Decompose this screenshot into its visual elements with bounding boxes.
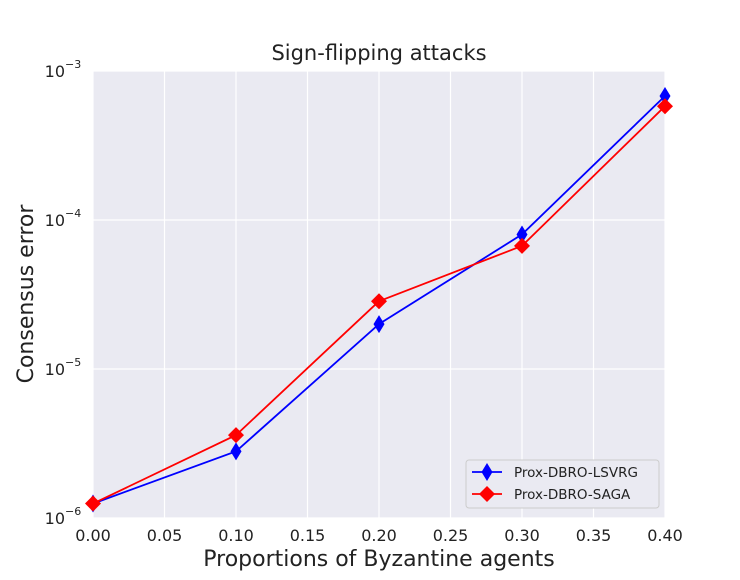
x-tick-label: 0.30 bbox=[504, 526, 540, 545]
x-tick-label: 0.25 bbox=[433, 526, 469, 545]
data-point bbox=[373, 315, 385, 334]
data-point bbox=[85, 495, 101, 512]
y-tick-label: 10 bbox=[45, 211, 65, 230]
data-point bbox=[371, 293, 387, 310]
series-prox-dbro-saga bbox=[85, 98, 673, 512]
y-tick-label: 10 bbox=[45, 360, 65, 379]
data-point bbox=[516, 225, 528, 244]
legend-label: Prox-DBRO-SAGA bbox=[514, 487, 631, 503]
legend-items: Prox-DBRO-LSVRG Prox-DBRO-SAGA bbox=[472, 463, 638, 503]
grid bbox=[92, 70, 666, 519]
legend-box bbox=[465, 459, 660, 509]
y-tick-label: 10 bbox=[45, 62, 65, 81]
y-tick-label: 10 bbox=[45, 509, 65, 528]
y-tick-exponent: −4 bbox=[65, 207, 81, 220]
x-tick-label: 0.05 bbox=[147, 526, 183, 545]
series-layer bbox=[85, 86, 673, 513]
x-tick-label: 0.35 bbox=[576, 526, 612, 545]
legend-label: Prox-DBRO-LSVRG bbox=[514, 465, 638, 481]
data-point bbox=[230, 442, 242, 461]
legend-marker bbox=[479, 486, 495, 502]
x-tick-label: 0.15 bbox=[290, 526, 326, 545]
y-axis-label: Consensus error bbox=[14, 204, 39, 384]
data-point bbox=[228, 427, 244, 444]
x-tick-label: 0.10 bbox=[218, 526, 254, 545]
y-tick-exponent: −6 bbox=[65, 505, 81, 518]
data-point bbox=[657, 98, 673, 115]
data-point bbox=[514, 237, 530, 254]
x-tick-label: 0.40 bbox=[647, 526, 683, 545]
y-tick-labels: 10−610−510−410−3 bbox=[45, 58, 82, 528]
x-tick-label: 0.20 bbox=[361, 526, 397, 545]
y-tick-exponent: −3 bbox=[65, 58, 81, 71]
x-tick-label: 0.00 bbox=[75, 526, 111, 545]
data-point bbox=[659, 86, 671, 105]
y-tick-exponent: −5 bbox=[65, 356, 81, 369]
x-tick-labels: 0.00 0.05 0.10 0.15 0.20 0.25 0.30 0.35 0.40 bbox=[75, 526, 683, 545]
x-axis-label: Proportions of Byzantine agents bbox=[203, 547, 554, 572]
chart-title: Sign-flipping attacks bbox=[271, 41, 486, 65]
legend: Prox-DBRO-LSVRG Prox-DBRO-SAGA bbox=[465, 459, 660, 509]
legend-marker bbox=[481, 463, 493, 481]
